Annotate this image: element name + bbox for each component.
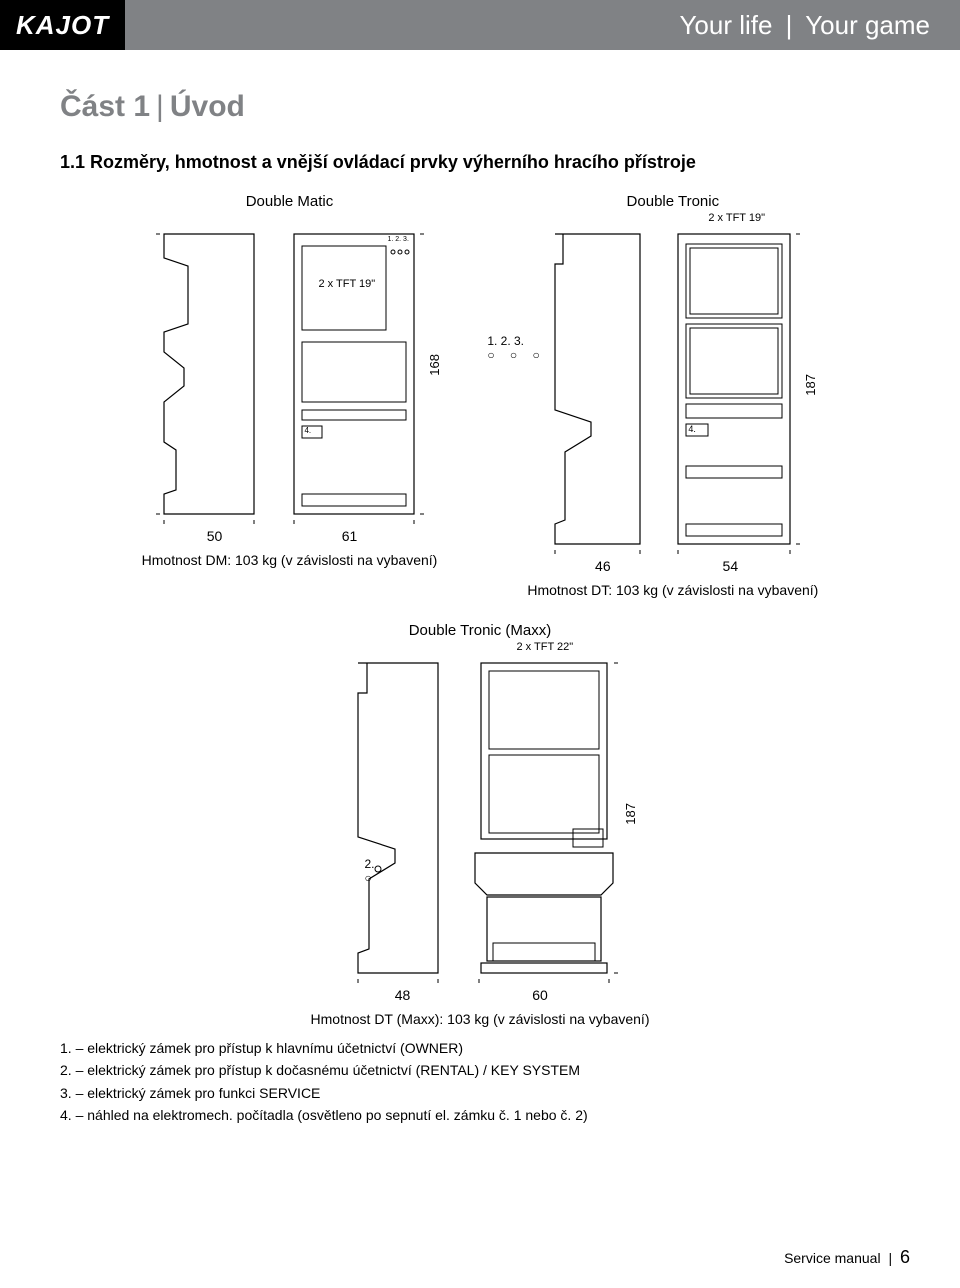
logo: KAJOT <box>0 0 125 50</box>
notes-list: 1. – elektrický zámek pro přístup k hlav… <box>60 1037 900 1127</box>
section-heading: 1.1 Rozměry, hmotnost a vnější ovládací … <box>60 152 900 173</box>
dm-side-diagram <box>154 224 264 524</box>
double-matic-col: Double Matic <box>142 193 438 598</box>
tagline: Your life | Your game <box>679 10 930 41</box>
dm-front-diagram <box>284 224 424 524</box>
note-1: 1. – elektrický zámek pro přístup k hlav… <box>60 1037 900 1059</box>
dm-depth: 50 <box>159 528 269 544</box>
dm-height: 168 <box>427 354 442 376</box>
top-machines-row: Double Matic <box>60 193 900 598</box>
dt-locks-label: 1. 2. 3. ○ ○ ○ <box>487 334 545 362</box>
dt-height: 187 <box>803 374 818 396</box>
dtmaxx-weight: Hmotnost DT (Maxx): 103 kg (v závislosti… <box>311 1011 650 1027</box>
dtmaxx-callout-2-text: 2. <box>365 857 375 871</box>
note-3: 3. – elektrický zámek pro funkci SERVICE <box>60 1082 900 1104</box>
dm-tft-label: 2 x TFT 19" <box>318 278 375 290</box>
page-title: Část 1|Úvod <box>60 90 900 124</box>
dt-width: 54 <box>665 558 795 574</box>
dt-front-diagram <box>670 224 800 554</box>
tagline-right: Your game <box>805 10 930 40</box>
dtmaxx-side-diagram <box>343 653 453 983</box>
dt-tft-label: 2 x TFT 19" <box>708 212 765 224</box>
dm-weight: Hmotnost DM: 103 kg (v závislosti na vyb… <box>142 552 438 568</box>
footer-label: Service manual <box>784 1250 881 1266</box>
title-part: Část 1 <box>60 90 150 123</box>
note-4: 4. – náhled na elektromech. počítadla (o… <box>60 1104 900 1126</box>
footer: Service manual | 6 <box>784 1247 910 1268</box>
dm-callout-4: 4. <box>304 426 311 435</box>
dtmaxx-height: 187 <box>623 803 638 825</box>
dm-width: 61 <box>279 528 419 544</box>
dt-side-diagram <box>545 224 650 554</box>
pipe-separator: | <box>780 10 799 40</box>
footer-page: 6 <box>900 1247 910 1267</box>
dt-locks-text: 1. 2. 3. <box>487 334 524 348</box>
tagline-left: Your life <box>679 10 772 40</box>
dtmaxx-front-diagram <box>473 653 618 983</box>
page-content: Část 1|Úvod 1.1 Rozměry, hmotnost a vněj… <box>0 50 960 1127</box>
dtmaxx-callout-2: 2.○ <box>365 857 375 885</box>
section-title: Rozměry, hmotnost a vnější ovládací prvk… <box>90 152 696 172</box>
dm-name: Double Matic <box>246 193 334 210</box>
dt-weight: Hmotnost DT: 103 kg (v závislosti na vyb… <box>527 582 818 598</box>
dtmaxx-depth: 48 <box>348 987 458 1003</box>
section-number: 1.1 <box>60 152 85 172</box>
double-tronic-col: Double Tronic <box>527 193 818 598</box>
dm-locks-label: 1. 2. 3. <box>387 236 408 243</box>
dtmaxx-name: Double Tronic (Maxx) <box>60 622 900 639</box>
double-tronic-maxx-col: 2 x TFT 22" 2.○ 187 48 60 Hmotnost DT (M… <box>311 653 650 1027</box>
dt-name: Double Tronic <box>627 193 720 210</box>
title-label: Úvod <box>170 90 245 123</box>
dt-callout-4: 4. <box>688 424 696 434</box>
header-bar: KAJOT Your life | Your game <box>0 0 960 50</box>
note-2: 2. – elektrický zámek pro přístup k doča… <box>60 1059 900 1081</box>
dtmaxx-width: 60 <box>468 987 613 1003</box>
dt-depth: 46 <box>550 558 655 574</box>
dtmaxx-tft-label: 2 x TFT 22" <box>517 641 574 653</box>
